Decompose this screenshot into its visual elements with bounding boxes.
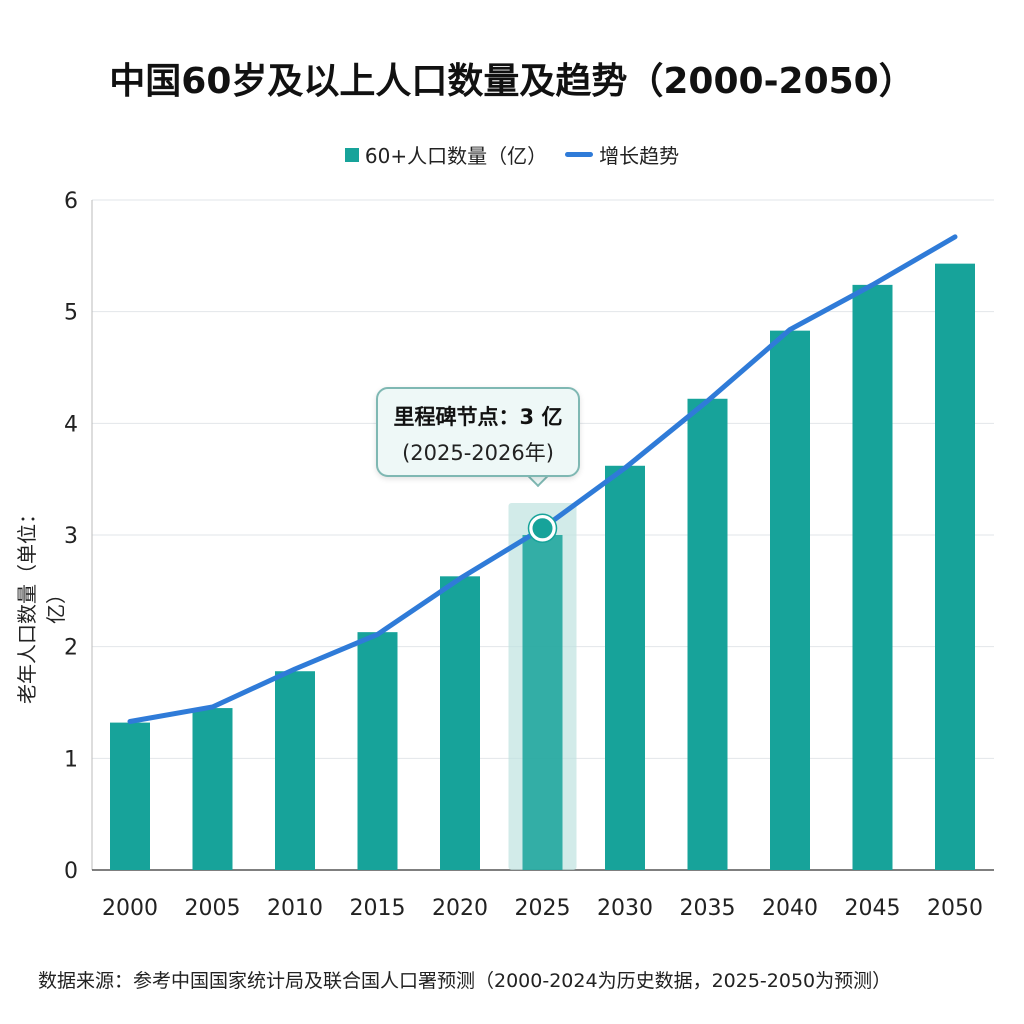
x-tick-label: 2005 [185, 896, 241, 921]
bar [605, 465, 645, 870]
x-tick-label: 2045 [845, 896, 901, 921]
bar [935, 263, 975, 870]
x-tick-label: 2010 [267, 896, 323, 921]
x-tick-label: 2050 [927, 896, 983, 921]
bar [687, 398, 728, 870]
y-tick-label: 4 [64, 412, 78, 437]
milestone-marker [528, 514, 557, 543]
y-tick-label: 3 [64, 524, 78, 549]
x-tick-label: 2035 [680, 896, 736, 921]
x-tick-label: 2020 [432, 896, 488, 921]
y-tick-label: 0 [64, 859, 78, 884]
bar [357, 632, 398, 870]
legend-swatch-bar [344, 147, 359, 162]
bar [192, 708, 233, 870]
callout-subtitle: (2025-2026年) [402, 441, 554, 465]
bar [440, 576, 480, 870]
bar [852, 284, 893, 870]
y-tick-label: 2 [64, 636, 78, 661]
bar [275, 671, 315, 870]
legend: 60+人口数量（亿） 增长趋势 [0, 140, 1024, 169]
callout-title: 里程碑节点：3 亿 [393, 405, 563, 429]
x-tick-label: 2030 [597, 896, 653, 921]
y-tick-label: 5 [64, 301, 78, 326]
chart-title: 中国60岁及以上人口数量及趋势（2000-2050） [109, 61, 915, 102]
x-tick-label: 2025 [515, 896, 571, 921]
y-tick-label: 1 [64, 747, 78, 772]
x-tick-label: 2015 [350, 896, 406, 921]
bar [770, 330, 810, 870]
milestone-marker-ring [527, 513, 558, 544]
legend-label-line: 增长趋势 [599, 144, 680, 168]
milestone-callout: 里程碑节点：3 亿 (2025-2026年) [376, 387, 580, 477]
legend-item-line: 增长趋势 [565, 140, 679, 169]
x-tick-label: 2040 [762, 896, 818, 921]
legend-label-bar: 60+人口数量（亿） [364, 144, 548, 168]
data-source-note: 数据来源：参考中国国家统计局及联合国人口署预测（2000-2024为历史数据，2… [38, 970, 892, 992]
y-tick-label: 6 [64, 189, 78, 214]
legend-swatch-line [565, 152, 594, 157]
x-tick-label: 2000 [102, 896, 158, 921]
bar [110, 722, 150, 870]
bar [522, 535, 563, 870]
legend-item-bar: 60+人口数量（亿） [344, 140, 548, 169]
y-axis-label: 老年人口数量（单位：亿） [15, 504, 68, 704]
